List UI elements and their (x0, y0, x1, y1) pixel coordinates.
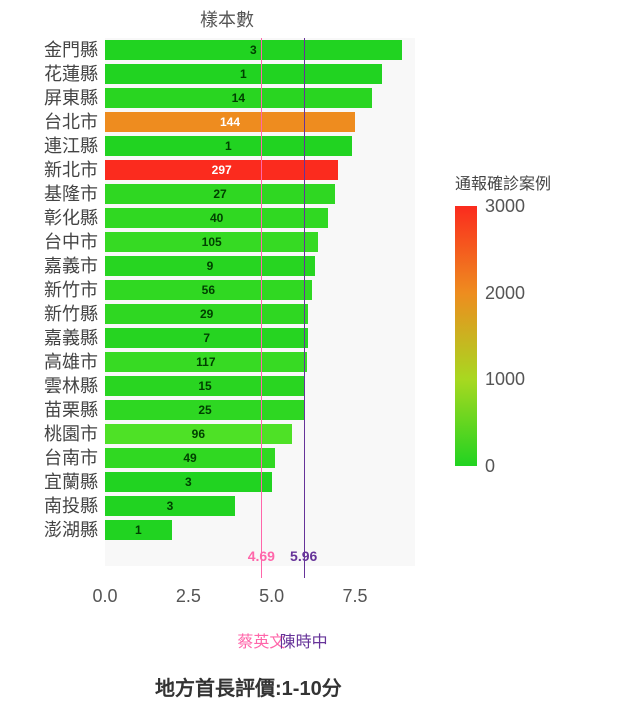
x-axis-title: 地方首長評價:1-10分 (155, 672, 342, 701)
bar (105, 448, 275, 468)
y-label: 新北市 (0, 158, 98, 182)
y-label: 基隆市 (0, 182, 98, 206)
bar-row: 3 (105, 40, 402, 60)
bar-row: 1 (105, 520, 172, 540)
bar-row: 15 (105, 376, 305, 396)
bar-row: 56 (105, 280, 312, 300)
bar (105, 256, 315, 276)
reference-value: 5.96 (290, 548, 317, 564)
bar-row: 3 (105, 472, 272, 492)
x-tick: 5.0 (259, 586, 284, 607)
reference-value: 4.69 (248, 548, 275, 564)
y-label: 苗栗縣 (0, 398, 98, 422)
bar (105, 280, 312, 300)
bar (105, 136, 352, 156)
y-label: 彰化縣 (0, 206, 98, 230)
sample-chart: 樣本數 311414412972740105956297117152596493… (0, 0, 631, 702)
bar (105, 184, 335, 204)
y-label: 新竹市 (0, 278, 98, 302)
legend-tick: 1000 (485, 370, 525, 388)
legend-tick: 2000 (485, 284, 525, 302)
legend-tick: 0 (485, 457, 495, 475)
bar (105, 520, 172, 540)
y-label: 澎湖縣 (0, 518, 98, 542)
bar-row: 29 (105, 304, 308, 324)
legend-tick: 3000 (485, 197, 525, 215)
x-axis: 0.02.55.07.5 (105, 586, 415, 616)
y-axis-labels: 金門縣花蓮縣屏東縣台北市連江縣新北市基隆市彰化縣台中市嘉義市新竹市新竹縣嘉義縣高… (0, 38, 98, 566)
y-label: 台北市 (0, 110, 98, 134)
legend-title: 通報確診案例 (455, 170, 615, 194)
reference-line (261, 38, 262, 578)
y-label: 宜蘭縣 (0, 470, 98, 494)
reference-line (304, 38, 305, 578)
y-label: 屏東縣 (0, 86, 98, 110)
bar (105, 496, 235, 516)
bar-row: 40 (105, 208, 328, 228)
bar (105, 88, 372, 108)
y-label: 桃園市 (0, 422, 98, 446)
bar-row: 144 (105, 112, 355, 132)
bar (105, 352, 307, 372)
reference-name: 蔡英文 (237, 628, 285, 652)
legend-gradient: 3000200010000 (455, 206, 477, 466)
x-tick: 7.5 (342, 586, 367, 607)
y-label: 高雄市 (0, 350, 98, 374)
y-label: 花蓮縣 (0, 62, 98, 86)
bar-row: 25 (105, 400, 305, 420)
bar-row: 117 (105, 352, 307, 372)
bar-row: 49 (105, 448, 275, 468)
bar (105, 328, 308, 348)
y-label: 台中市 (0, 230, 98, 254)
reference-name: 陳時中 (280, 628, 328, 652)
y-label: 嘉義市 (0, 254, 98, 278)
bar-row: 3 (105, 496, 235, 516)
bar (105, 40, 402, 60)
plot-area: 31141441297274010595629711715259649331 (105, 38, 415, 566)
bar (105, 472, 272, 492)
y-label: 嘉義縣 (0, 326, 98, 350)
y-label: 南投縣 (0, 494, 98, 518)
y-label: 雲林縣 (0, 374, 98, 398)
bar (105, 400, 305, 420)
bar-row: 1 (105, 64, 382, 84)
bar (105, 232, 318, 252)
y-label: 台南市 (0, 446, 98, 470)
bar (105, 304, 308, 324)
x-tick: 2.5 (176, 586, 201, 607)
bar-row: 27 (105, 184, 335, 204)
y-label: 新竹縣 (0, 302, 98, 326)
y-label: 連江縣 (0, 134, 98, 158)
bar (105, 376, 305, 396)
bar (105, 64, 382, 84)
bar (105, 424, 292, 444)
chart-title: 樣本數 (200, 6, 254, 32)
bar-row: 7 (105, 328, 308, 348)
bar-row: 96 (105, 424, 292, 444)
bar (105, 112, 355, 132)
x-tick: 0.0 (92, 586, 117, 607)
color-legend: 通報確診案例 3000200010000 (455, 170, 615, 466)
bar-row: 14 (105, 88, 372, 108)
bar-row: 1 (105, 136, 352, 156)
y-label: 金門縣 (0, 38, 98, 62)
bar-row: 9 (105, 256, 315, 276)
bar (105, 208, 328, 228)
bar-row: 105 (105, 232, 318, 252)
